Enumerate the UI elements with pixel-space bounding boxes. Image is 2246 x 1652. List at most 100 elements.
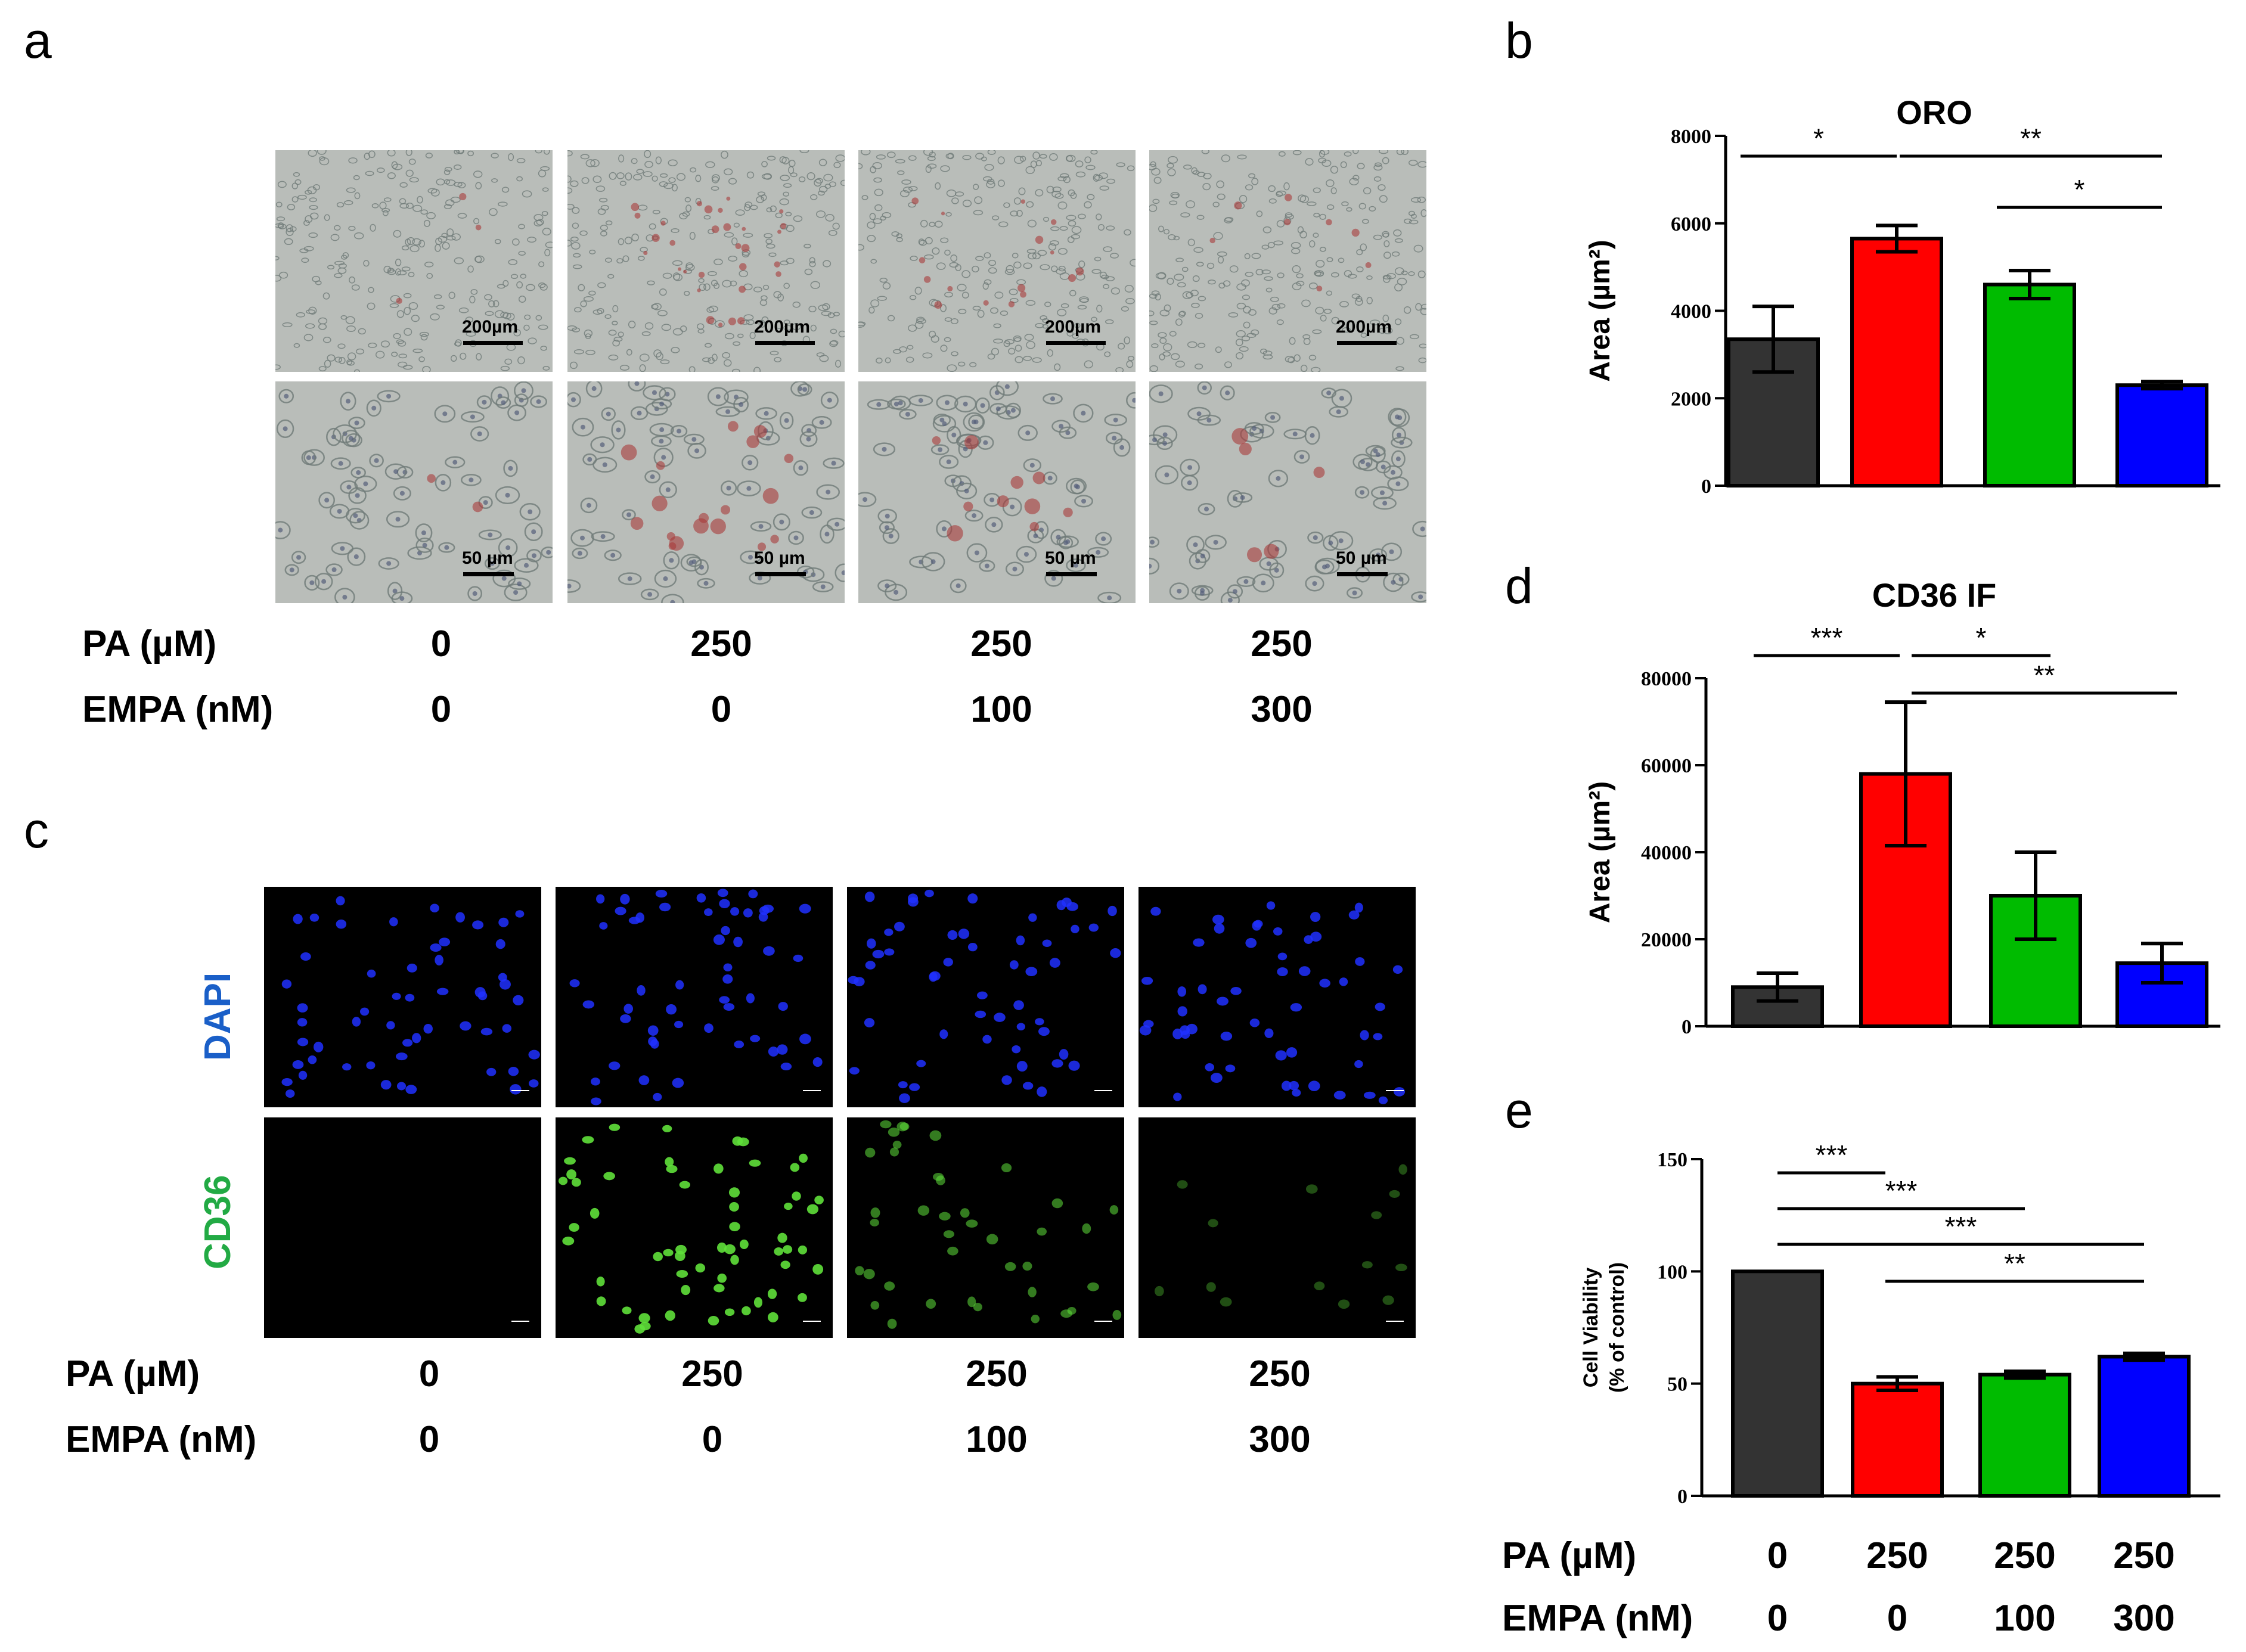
empa-value: 100	[1994, 1598, 2056, 1639]
pa-value: 250	[681, 1353, 743, 1395]
empa-label-e: EMPA (nM)	[1502, 1598, 1693, 1639]
error-bar	[1876, 223, 1918, 254]
y-tick-label: 150	[1657, 1149, 1687, 1171]
y-tick-label: 4000	[1671, 301, 1711, 323]
panel-label-e: e	[1505, 1082, 1533, 1138]
significance-label: **	[2020, 123, 2042, 154]
error-bar	[2123, 1351, 2165, 1362]
y-axis-label: Cell Viability (% of control)	[1580, 1262, 1628, 1393]
bar	[2115, 961, 2208, 1029]
error-bar	[2141, 380, 2183, 391]
scale-bar	[463, 572, 514, 576]
cd36-fluorescence-image	[264, 1117, 541, 1338]
significance-label: ***	[1945, 1211, 1977, 1242]
scale-bar-label: 200µm	[754, 317, 811, 337]
scale-bar	[1337, 341, 1397, 345]
pa-value: 0	[1767, 1535, 1788, 1576]
bar	[1727, 337, 1820, 487]
bar	[1851, 1381, 1944, 1498]
brightfield-micrograph	[1149, 150, 1426, 372]
y-tick-label: 60000	[1641, 755, 1692, 777]
y-tick-label: 0	[1701, 476, 1711, 498]
empa-value: 0	[430, 689, 452, 730]
pa-value: 250	[1866, 1535, 1928, 1576]
y-tick-label: 0	[1677, 1486, 1687, 1508]
significance-label: ***	[1816, 1139, 1848, 1170]
bar	[2098, 1355, 2191, 1498]
error-bar	[1757, 971, 1798, 1003]
scale-bar	[1337, 572, 1388, 576]
y-tick-label: 40000	[1641, 842, 1692, 864]
y-tick-label: 80000	[1641, 668, 1692, 690]
brightfield-micrograph	[858, 150, 1136, 372]
scale-bar-label: 200µm	[462, 317, 519, 337]
scale-bar	[463, 341, 523, 345]
pa-value: 250	[966, 1353, 1028, 1395]
significance-label: **	[2004, 1248, 2025, 1279]
y-axis-label: Area (µm²)	[1584, 781, 1616, 923]
dapi-fluorescence-image	[556, 887, 833, 1107]
scale-bar	[755, 341, 815, 345]
brightfield-micrograph	[858, 381, 1136, 603]
scale-bar	[1046, 572, 1097, 576]
dapi-fluorescence-image	[847, 887, 1124, 1107]
scale-bar-label: 50 µm	[1045, 548, 1096, 568]
significance-label: **	[2034, 660, 2055, 691]
panel-label-b: b	[1505, 13, 1533, 69]
significance-label: *	[2074, 174, 2085, 205]
significance-label: ***	[1885, 1175, 1918, 1206]
y-tick-label: 2000	[1671, 388, 1711, 410]
error-bar	[2141, 942, 2183, 985]
panel-label-a: a	[24, 13, 52, 69]
error-bar	[1885, 700, 1927, 848]
y-tick-label: 8000	[1671, 126, 1711, 148]
y-tick-label: 20000	[1641, 929, 1692, 951]
pa-value: 250	[1249, 1353, 1311, 1395]
empa-value: 300	[1249, 1419, 1311, 1460]
empa-value: 0	[702, 1419, 723, 1460]
pa-value: 250	[1251, 623, 1313, 664]
cd36-fluorescence-image	[847, 1117, 1124, 1338]
bar	[1850, 237, 1943, 487]
empa-value: 0	[1767, 1598, 1788, 1639]
panel-label-c: c	[24, 802, 49, 858]
panel-label-d: d	[1505, 558, 1533, 614]
error-bar	[1876, 1375, 1918, 1392]
brightfield-micrograph	[275, 150, 553, 372]
bar	[2115, 383, 2208, 487]
pa-label-a: PA (µM)	[82, 623, 217, 664]
error-bar	[2004, 1369, 2046, 1380]
brightfield-micrograph	[275, 381, 553, 603]
y-axis-label: Area (µm²)	[1584, 240, 1616, 381]
bar	[1731, 1269, 1824, 1498]
empa-value: 0	[418, 1419, 440, 1460]
pa-value: 0	[418, 1353, 440, 1395]
bar	[1859, 772, 1952, 1028]
dapi-stain-label: DAPI	[197, 972, 238, 1061]
empa-value: 0	[711, 689, 732, 730]
chart-title: ORO	[1896, 94, 1972, 131]
empa-value: 300	[2113, 1598, 2175, 1639]
empa-value: 300	[1251, 689, 1313, 730]
pa-label-e: PA (µM)	[1502, 1535, 1637, 1576]
dapi-fluorescence-image	[1138, 887, 1416, 1107]
empa-value: 100	[970, 689, 1032, 730]
significance-label: ***	[1811, 622, 1843, 653]
empa-label-a: EMPA (nM)	[82, 689, 274, 730]
bar	[1978, 1372, 2071, 1498]
bar	[1731, 985, 1824, 1029]
scale-bar	[1046, 341, 1106, 345]
empa-value: 100	[966, 1419, 1028, 1460]
scale-bar-label: 50 µm	[462, 548, 513, 568]
pa-label-c: PA (µM)	[66, 1353, 200, 1395]
pa-value: 250	[970, 623, 1032, 664]
significance-label: *	[1976, 622, 1987, 653]
cd36-fluorescence-image	[556, 1117, 833, 1338]
empa-value: 0	[1887, 1598, 1908, 1639]
pa-value: 250	[2113, 1535, 2175, 1576]
error-bar	[2015, 850, 2056, 941]
y-tick-label: 50	[1667, 1374, 1687, 1396]
y-tick-label: 6000	[1671, 213, 1711, 235]
pa-value: 250	[690, 623, 752, 664]
cd36-fluorescence-image	[1138, 1117, 1416, 1338]
